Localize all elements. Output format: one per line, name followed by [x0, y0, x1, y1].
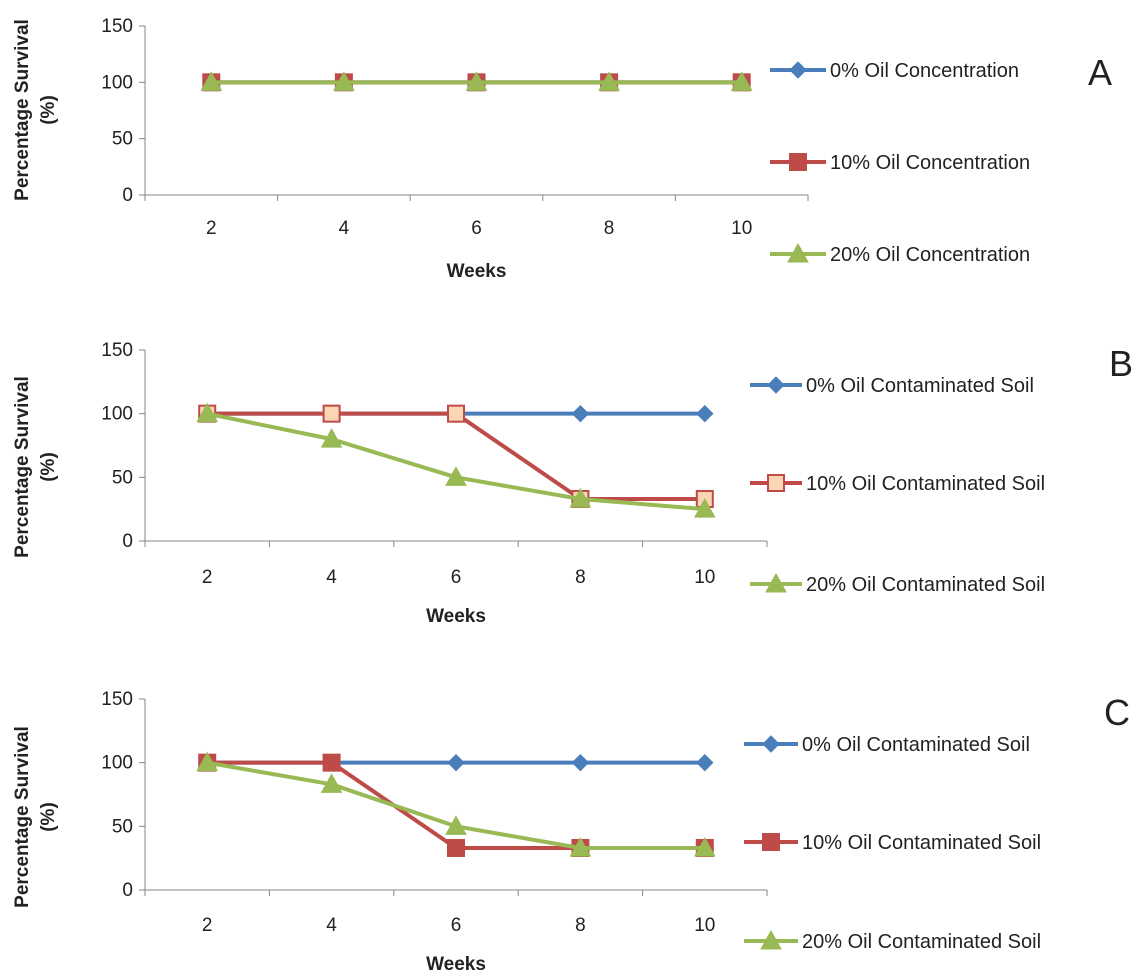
data-point-series-2	[447, 404, 465, 423]
legend-marker	[787, 242, 809, 263]
y-tick-label: 0	[122, 531, 133, 552]
y-tick-label: 50	[112, 467, 133, 488]
y-tick-label: 50	[112, 816, 133, 837]
legend-marker	[762, 833, 780, 851]
chart-panel-c: 0 50 100 150 2 4 6 8 10 Weeks Percentage Survival(…	[12, 689, 1130, 974]
data-point-series-3	[320, 428, 343, 448]
data-point-series-1	[571, 753, 590, 772]
x-tick-label: 2	[202, 915, 213, 936]
x-tick-label: 8	[604, 218, 615, 239]
data-point-series-3	[465, 71, 488, 91]
legend-marker	[767, 474, 785, 492]
series-line-3	[206, 760, 705, 850]
y-axis-title: (%)	[38, 95, 59, 125]
data-point-series-3	[598, 71, 620, 91]
y-axis-title: Percentage Survival	[12, 19, 33, 201]
data-point-series-3	[196, 402, 219, 423]
data-point-series-2	[322, 404, 341, 423]
legend-entry-label: 0% Oil Concentration	[830, 60, 1019, 82]
x-tick-label: 10	[694, 915, 715, 936]
x-axis-title: Weeks	[426, 606, 486, 627]
data-point-series-3	[693, 836, 716, 857]
y-axis-title: Percentage Survival	[12, 726, 33, 908]
x-tick-label: 4	[326, 567, 337, 588]
panel-label: C	[1104, 692, 1130, 733]
x-tick-label: 6	[471, 218, 482, 239]
x-tick-label: 4	[326, 915, 337, 936]
y-tick-label: 100	[101, 404, 133, 425]
data-point-series-1	[696, 753, 714, 772]
y-tick-label: 100	[101, 753, 133, 774]
y-axis-title: (%)	[38, 452, 59, 482]
y-tick-label: 50	[112, 129, 133, 150]
data-point-series-1	[571, 404, 590, 423]
x-tick-label: 10	[731, 218, 752, 239]
x-axis-title: Weeks	[447, 261, 507, 282]
x-tick-label: 2	[206, 218, 217, 239]
data-point-series-3	[693, 498, 716, 518]
legend-marker	[789, 153, 807, 171]
x-tick-label: 8	[575, 567, 586, 588]
legend-marker	[767, 376, 785, 394]
series-line-3	[206, 411, 705, 512]
data-point-series-3	[333, 71, 355, 91]
data-point-series-3	[730, 71, 753, 91]
x-tick-label: 10	[694, 567, 715, 588]
data-point-series-3	[569, 487, 592, 508]
legend-entry-label: 0% Oil Contaminated Soil	[802, 734, 1030, 756]
data-point-series-2	[322, 753, 341, 772]
data-point-series-2	[447, 838, 465, 857]
y-axis-title: (%)	[38, 802, 59, 832]
data-point-series-3	[200, 71, 223, 91]
y-axis-title: Percentage Survival	[12, 376, 33, 558]
y-tick-label: 0	[122, 185, 133, 206]
chart-panel-b: 0 50 100 150 2 4 6 8 10 Weeks Percentage Survival(…	[12, 340, 1133, 627]
data-point-series-3	[320, 773, 343, 793]
data-point-series-3	[196, 751, 219, 772]
legend-marker	[765, 572, 787, 593]
y-tick-label: 150	[101, 689, 133, 710]
y-tick-label: 150	[101, 16, 133, 37]
x-tick-label: 6	[451, 567, 462, 588]
legend-marker	[760, 929, 782, 950]
x-tick-label: 8	[575, 915, 586, 936]
legend-marker	[789, 61, 807, 79]
x-tick-label: 6	[451, 915, 462, 936]
x-tick-label: 4	[339, 218, 350, 239]
legend-entry-label: 20% Oil Contaminated Soil	[802, 931, 1041, 953]
data-point-series-3	[445, 815, 467, 835]
data-point-series-1	[696, 404, 714, 423]
data-point-series-1	[447, 753, 465, 772]
series-line-2	[207, 411, 705, 501]
data-point-series-3	[569, 836, 592, 857]
x-axis-title: Weeks	[426, 954, 486, 974]
panel-label: B	[1109, 343, 1133, 384]
legend-entry-label: 10% Oil Concentration	[830, 152, 1030, 174]
y-tick-label: 150	[101, 340, 133, 361]
y-tick-label: 100	[101, 72, 133, 93]
legend-entry-label: 10% Oil Contaminated Soil	[802, 832, 1041, 854]
legend-entry-label: 20% Oil Contaminated Soil	[806, 574, 1045, 596]
legend-entry-label: 10% Oil Contaminated Soil	[806, 473, 1045, 495]
data-point-series-3	[445, 466, 467, 486]
panel-label: A	[1088, 52, 1112, 93]
legend-entry-label: 0% Oil Contaminated Soil	[806, 375, 1034, 397]
legend-marker	[762, 735, 780, 753]
legend-entry-label: 20% Oil Concentration	[830, 244, 1030, 266]
y-tick-label: 0	[122, 880, 133, 901]
x-tick-label: 2	[202, 567, 213, 588]
chart-panel-a: 0 50 100 150 2 4 6 8 10 Weeks Percentage Survival(…	[12, 16, 1112, 282]
